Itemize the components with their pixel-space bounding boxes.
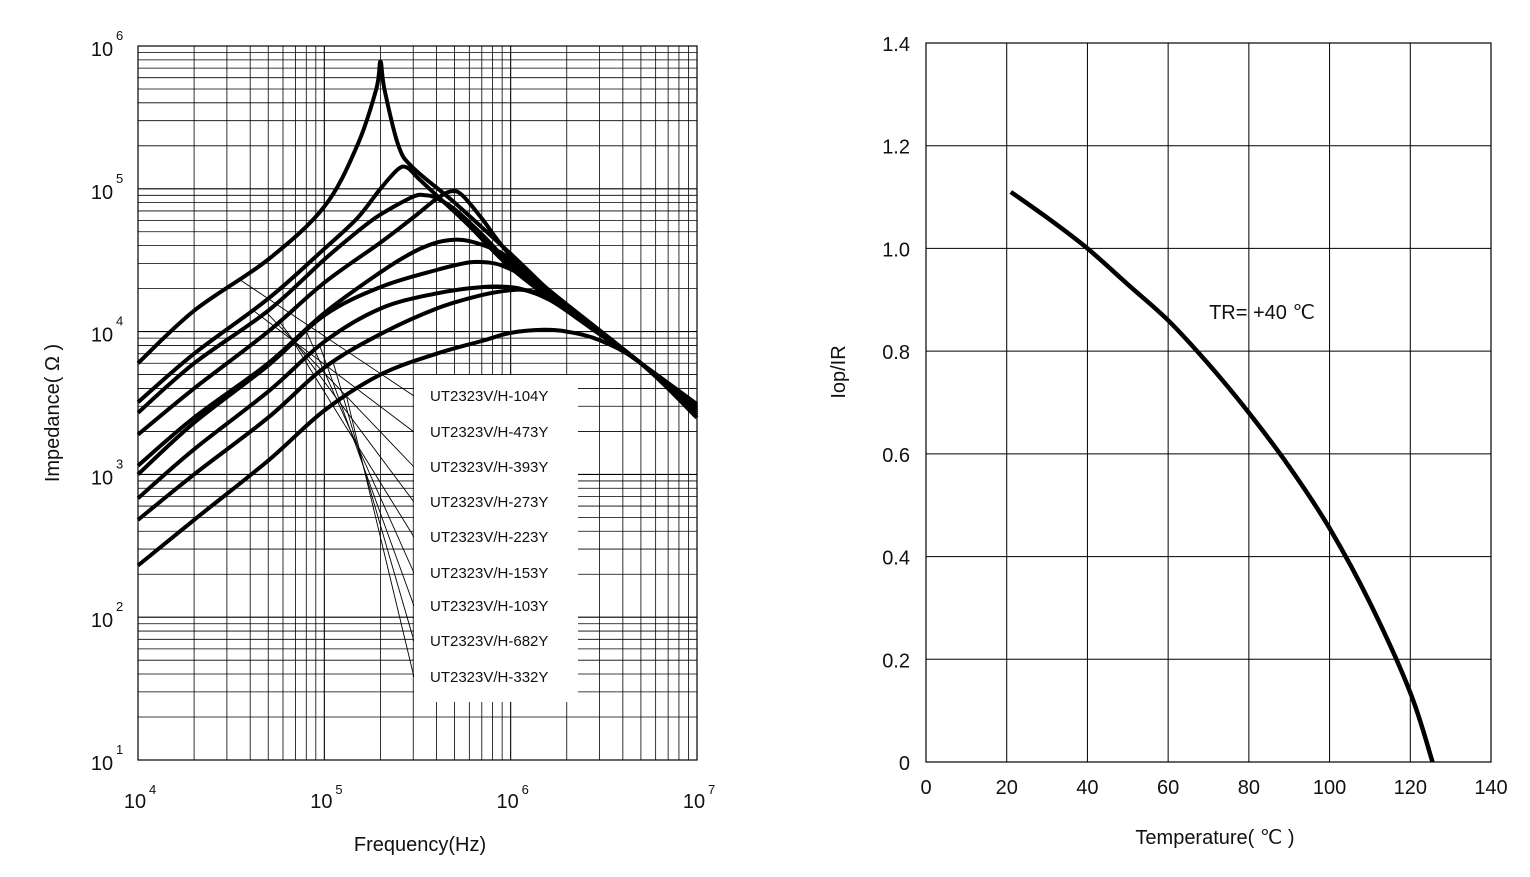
x-axis-title: Temperature( ℃ ) (1135, 827, 1294, 849)
legend-entry: UT2323V/H-223Y (430, 529, 548, 546)
leader-line (252, 309, 415, 433)
y-tick-label: 1.0 (882, 239, 910, 261)
legend-entry: UT2323V/H-273Y (430, 494, 548, 511)
legend-leader-lines (239, 279, 415, 678)
x-tick-label: 10 (497, 791, 519, 813)
series-line (136, 259, 699, 476)
legend-box (414, 375, 578, 702)
series-line (136, 327, 699, 568)
y-tick-label: 0.6 (882, 445, 910, 467)
impedance-legend: UT2323V/H-104Y UT2323V/H-473Y UT2323V/H-39… (414, 375, 578, 702)
y-tick-exponent: 6 (116, 28, 123, 43)
y-tick-label: 10 (91, 753, 113, 775)
y-tick-label: 10 (91, 610, 113, 632)
impedance-chart: UT2323V/H-104Y UT2323V/H-473Y UT2323V/H-39… (42, 28, 715, 856)
x-tick-label: 10 (683, 791, 705, 813)
legend-entry: UT2323V/H-103Y (430, 598, 548, 615)
x-tick-label: 100 (1313, 777, 1346, 799)
y-axis-title: Iop/IR (828, 345, 850, 398)
legend-entry: UT2323V/H-682Y (430, 633, 548, 650)
y-tick-exponent: 1 (116, 742, 123, 757)
x-tick-label: 40 (1076, 777, 1098, 799)
leader-line (265, 311, 415, 468)
series-line (136, 59, 699, 408)
y-tick-label: 0.8 (882, 342, 910, 364)
y-tick-label: 10 (91, 182, 113, 204)
x-tick-label: 80 (1238, 777, 1260, 799)
x-tick-label: 140 (1474, 777, 1507, 799)
series-line (136, 287, 699, 522)
derating-curve (1009, 190, 1435, 763)
y-tick-exponent: 3 (116, 456, 123, 471)
legend-entry: UT2323V/H-332Y (430, 669, 548, 686)
y-tick-label: 1.2 (882, 137, 910, 159)
x-tick-label: 10 (310, 791, 332, 813)
annotation-tr: TR= +40 ℃ (1209, 302, 1315, 324)
y-tick-label: 0.2 (882, 650, 910, 672)
derating-grid (925, 42, 1492, 763)
legend-entry: UT2323V/H-473Y (430, 424, 548, 441)
y-tick-label: 10 (91, 325, 113, 347)
x-tick-label: 20 (996, 777, 1018, 799)
temperature-tick-labels: 0 20 40 60 80 100 120 140 (920, 777, 1507, 799)
y-tick-label: 10 (91, 467, 113, 489)
y-tick-label: 0 (899, 753, 910, 775)
x-tick-label: 60 (1157, 777, 1179, 799)
legend-entry: UT2323V/H-393Y (430, 459, 548, 476)
leader-line (319, 345, 415, 607)
x-tick-label: 120 (1394, 777, 1427, 799)
x-tick-exponent: 6 (522, 782, 529, 797)
x-tick-label: 0 (920, 777, 931, 799)
leader-line (332, 362, 415, 642)
leader-line (346, 396, 415, 678)
x-tick-exponent: 5 (335, 782, 342, 797)
ratio-tick-labels: 0 0.2 0.4 0.6 0.8 1.0 1.2 1.4 (882, 34, 910, 775)
y-tick-label: 1.4 (882, 34, 910, 56)
derating-series (1009, 190, 1435, 763)
legend-entry: UT2323V/H-104Y (430, 388, 548, 405)
y-tick-label: 10 (91, 39, 113, 61)
x-tick-exponent: 7 (708, 782, 715, 797)
y-axis-title: Impedance( Ω ) (42, 344, 64, 482)
y-tick-exponent: 4 (116, 314, 123, 329)
impedance-series (136, 59, 699, 568)
y-tick-exponent: 2 (116, 599, 123, 614)
leader-line (279, 321, 415, 503)
y-tick-label: 0.4 (882, 548, 910, 570)
x-axis-title: Frequency(Hz) (354, 834, 486, 856)
x-tick-exponent: 4 (149, 782, 156, 797)
legend-entry: UT2323V/H-153Y (430, 565, 548, 582)
plot-frame (925, 42, 1492, 763)
x-tick-label: 10 (124, 791, 146, 813)
derating-chart: 0 20 40 60 80 100 120 140 0 0.2 0.4 0.6 0.8 1.0 1.2 1.… (828, 34, 1508, 849)
y-tick-exponent: 5 (116, 171, 123, 186)
